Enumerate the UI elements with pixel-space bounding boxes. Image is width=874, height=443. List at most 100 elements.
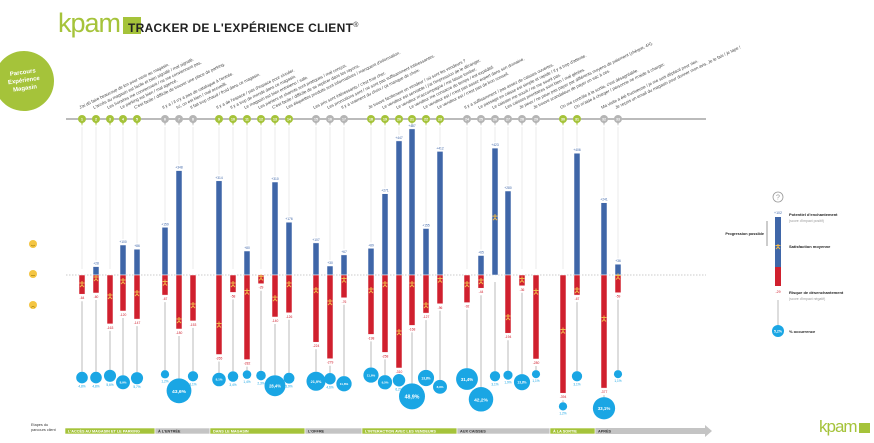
- positive-value: +348: [175, 166, 183, 170]
- negative-bar: [326, 274, 334, 359]
- occurrence-value: 8,1%: [216, 378, 223, 382]
- marker-pin: [521, 122, 523, 126]
- marker-pin: [439, 122, 441, 126]
- occurrence-circle: [433, 379, 447, 394]
- positive-bar: [215, 180, 223, 276]
- marker-circle: [312, 115, 320, 123]
- occurrence-circle: [166, 378, 192, 404]
- positive-value: +423: [491, 143, 499, 147]
- legend-risk-sub: (score d'impact négatif): [789, 297, 825, 301]
- occurrence-circle: [558, 402, 568, 411]
- occurrence-value: 9,5%: [382, 381, 389, 385]
- stage-label: APRÈS: [598, 429, 612, 434]
- negative-value: -92: [465, 305, 470, 309]
- marker-pin: [288, 122, 290, 126]
- occurrence-circle: [130, 372, 144, 385]
- satisfaction-icon: [437, 276, 443, 283]
- occurrence-circle: [256, 370, 266, 381]
- marker-circle: [285, 115, 293, 123]
- negative-bar: [215, 274, 223, 355]
- marker-number: 18: [369, 117, 373, 121]
- marker-number: 1: [81, 117, 83, 121]
- occurrence-circle: [571, 371, 583, 382]
- marker-number: 8: [192, 117, 194, 121]
- smiley-icon: [29, 270, 37, 278]
- satisfaction-icon: [93, 275, 99, 282]
- negative-value: -60: [94, 295, 99, 299]
- satisfaction-icon: [368, 287, 374, 294]
- negative-value: -280: [533, 361, 540, 365]
- satisfaction-icon: [216, 321, 222, 328]
- marker-number: 19: [383, 117, 387, 121]
- negative-value: -44: [479, 290, 484, 294]
- negative-bar: [133, 274, 141, 320]
- marker-circle: [381, 115, 389, 123]
- stage-label: L'INTERACTION AVEC LES VENDEURS: [365, 430, 436, 434]
- occurrence-circle: [242, 370, 252, 379]
- occurrence-value: 13,8%: [421, 376, 430, 380]
- negative-bar: [312, 274, 320, 343]
- negative-value: -180: [176, 331, 183, 335]
- occurrence-circle: [456, 368, 478, 390]
- satisfaction-icon: [341, 276, 347, 283]
- marker-pin: [232, 122, 234, 126]
- stage-segment: [549, 427, 596, 435]
- satisfaction-icon: [134, 290, 140, 297]
- positive-value: +271: [381, 189, 389, 193]
- occurrence-value: 1,1%: [614, 379, 621, 383]
- satisfaction-icon: [190, 302, 196, 309]
- stage-label: À LA SORTIE: [553, 429, 577, 434]
- satisfaction-icon: [258, 274, 264, 281]
- positive-value: +155: [422, 224, 430, 228]
- legend-satisfaction-icon: [775, 244, 781, 250]
- occurrence-value: 31,4%: [461, 377, 473, 382]
- marker-number: 11: [245, 117, 249, 121]
- marker-circle: [408, 115, 416, 123]
- satisfaction-icon: [230, 281, 236, 288]
- stages-label: Etapes du parcours client: [31, 423, 56, 432]
- negative-bar: [161, 274, 169, 296]
- help-icon-glyph: ?: [776, 195, 780, 202]
- marker-circle: [106, 115, 114, 123]
- positive-value: +310: [271, 177, 279, 181]
- marker-circle: [215, 115, 223, 123]
- positive-bar: [161, 227, 169, 276]
- satisfaction-icon: [162, 279, 168, 286]
- occurrence-value: 42,2%: [474, 397, 488, 403]
- satisfaction-icon: [574, 287, 580, 294]
- help-icon: [772, 191, 784, 203]
- occurrence-value: 5,6%: [106, 383, 113, 387]
- occurrence-value: 3,1%: [189, 382, 196, 386]
- positive-value: +406: [573, 148, 581, 152]
- stage-label: À L'ENTRÉE: [158, 429, 181, 434]
- negative-value: -140: [272, 319, 279, 323]
- negative-bar: [285, 274, 293, 314]
- occurrence-circle: [503, 370, 513, 380]
- occurrence-circle: [613, 370, 623, 379]
- satisfaction-icon: [286, 281, 292, 288]
- negative-bar: [381, 274, 389, 353]
- marker-pin: [95, 122, 97, 126]
- occurrence-value: 5,7%: [133, 385, 140, 389]
- marker-circle: [436, 115, 444, 123]
- positive-bar: [614, 263, 622, 276]
- occurrence-value: 48,9%: [405, 395, 420, 401]
- smiley-mouth: [30, 244, 36, 247]
- negative-bar: [573, 274, 581, 296]
- negative-value: -67: [163, 297, 168, 301]
- negative-value: -59: [616, 295, 621, 299]
- positive-value: +80: [244, 246, 250, 250]
- marker-number: 12: [259, 117, 263, 121]
- negative-bar: [532, 274, 540, 360]
- marker-circle: [189, 115, 197, 123]
- positive-value: +280: [504, 186, 512, 190]
- satisfaction-icon: [79, 281, 85, 288]
- negative-value: -163: [107, 326, 114, 330]
- positive-bar: [92, 266, 100, 276]
- marker-number: 33: [616, 117, 620, 121]
- marker-number: 4: [122, 117, 124, 121]
- positive-bar: [422, 228, 430, 276]
- marker-pin: [425, 122, 427, 126]
- marker-pin: [398, 122, 400, 126]
- marker-circle: [78, 115, 86, 123]
